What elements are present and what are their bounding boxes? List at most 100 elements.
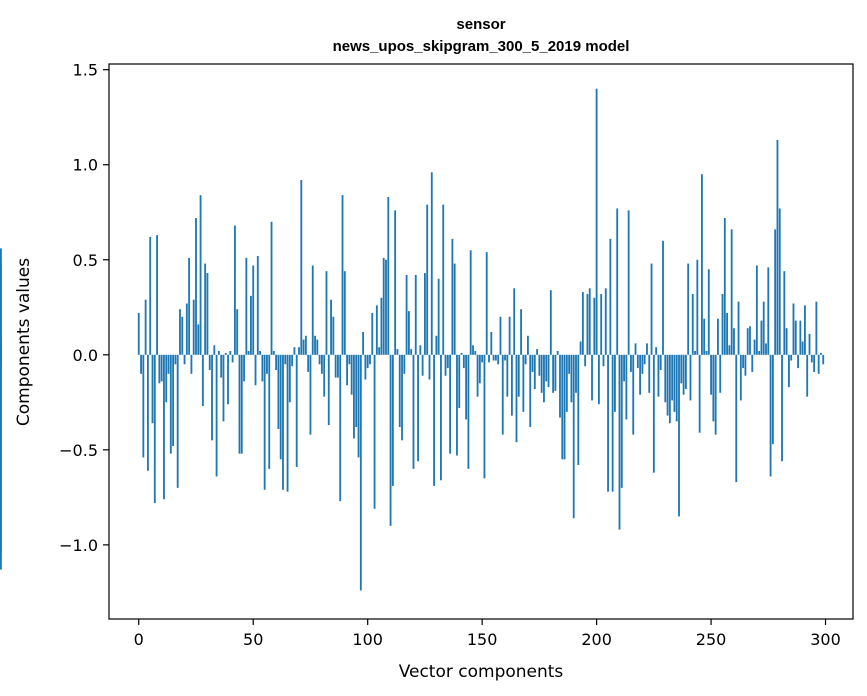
- bar-105: [378, 347, 381, 355]
- bar-13: [167, 354, 170, 374]
- bar-253: [717, 318, 719, 355]
- bar-296: [815, 301, 818, 355]
- bar-156: [494, 354, 497, 361]
- bar-234: [673, 354, 676, 412]
- bar-86: [334, 354, 337, 378]
- bar-288: [797, 354, 799, 369]
- bar-122: [417, 354, 419, 462]
- bar-82: [325, 271, 328, 355]
- bar-162: [508, 316, 511, 355]
- bar-168: [522, 354, 525, 412]
- bar-205: [607, 354, 609, 492]
- x-axis-label: Vector components: [399, 662, 564, 682]
- bar-201: [597, 354, 600, 405]
- bar-173: [533, 354, 536, 390]
- bar-62: [279, 354, 282, 460]
- x-tick-label: 150: [467, 630, 498, 649]
- y-tick-label: 0.0: [73, 346, 98, 365]
- bar-43: [236, 309, 239, 355]
- bar-92: [348, 354, 351, 365]
- bar-267: [749, 326, 751, 355]
- bar-210: [618, 354, 621, 530]
- bar-20: [183, 354, 186, 365]
- bar-70: [298, 347, 300, 355]
- bar-61: [277, 354, 280, 429]
- bar-58: [270, 221, 273, 355]
- bar-165: [515, 354, 518, 443]
- bar-257: [726, 312, 729, 355]
- bar-280: [778, 208, 781, 355]
- bar-185: [561, 354, 564, 460]
- bar-202: [600, 293, 603, 355]
- bar-209: [616, 208, 619, 355]
- y-axis-ticks: −1.0 −0.5 0.0 0.5 1.0 1.5: [59, 61, 109, 555]
- bar-59: [272, 351, 275, 355]
- bar-84: [330, 299, 332, 355]
- bar-138: [453, 263, 456, 355]
- bar-85: [332, 316, 335, 355]
- bar-261: [735, 354, 738, 483]
- bar-239: [684, 354, 687, 390]
- bar-75: [309, 354, 312, 435]
- bar-series: [0, 88, 825, 591]
- bar-244: [696, 259, 699, 355]
- bar-166: [517, 354, 520, 397]
- bar-81: [323, 354, 326, 397]
- bar-264: [742, 354, 745, 369]
- bar-167: [520, 309, 522, 355]
- bar-21: [185, 303, 188, 355]
- bar-214: [627, 210, 630, 355]
- bar-107: [382, 257, 385, 355]
- bar-230: [664, 354, 667, 403]
- bar-236: [678, 354, 680, 517]
- bar-260: [733, 328, 735, 355]
- bar-161: [506, 354, 509, 397]
- bar-157: [497, 354, 500, 365]
- bar-104: [375, 305, 378, 355]
- bar-48: [247, 351, 250, 355]
- bar-279: [776, 140, 779, 355]
- bar-79: [318, 354, 321, 365]
- y-tick-label: −0.5: [59, 441, 98, 460]
- bar-149: [478, 354, 481, 384]
- bar-139: [456, 354, 458, 456]
- bar-73: [304, 335, 307, 355]
- bar-17: [176, 354, 179, 488]
- x-tick-label: 50: [243, 630, 263, 649]
- bar-285: [790, 354, 793, 361]
- bar-56: [266, 354, 268, 374]
- bar-187: [565, 354, 568, 412]
- bar-90: [343, 271, 346, 355]
- bar-12: [165, 354, 168, 403]
- bar-112: [394, 210, 397, 355]
- bar-164: [513, 288, 516, 355]
- bar-176: [540, 354, 543, 393]
- bar-54: [261, 354, 264, 382]
- bar-131: [437, 278, 440, 355]
- bar-125: [424, 273, 426, 355]
- bar-146: [472, 345, 474, 355]
- bar-42: [233, 225, 236, 355]
- bar-240: [687, 263, 690, 355]
- bar-188: [568, 354, 571, 374]
- bar-34: [215, 354, 218, 477]
- bar-282: [783, 271, 786, 355]
- bar-199: [593, 297, 596, 355]
- bar-127: [428, 354, 431, 380]
- bar-286: [792, 303, 795, 355]
- bar-208: [614, 354, 616, 412]
- bar-3: [144, 299, 147, 355]
- bar-10: [160, 354, 163, 382]
- bar-80: [320, 354, 323, 374]
- bar-110: [389, 354, 392, 526]
- bar-60: [275, 354, 278, 371]
- bar-120: [412, 354, 415, 469]
- bar-52: [256, 255, 259, 355]
- bar-197: [588, 288, 591, 355]
- bar-35: [217, 351, 220, 355]
- bar-233: [671, 354, 674, 401]
- bar-189: [570, 354, 573, 403]
- bar-172: [531, 354, 534, 372]
- bar-111: [391, 354, 394, 486]
